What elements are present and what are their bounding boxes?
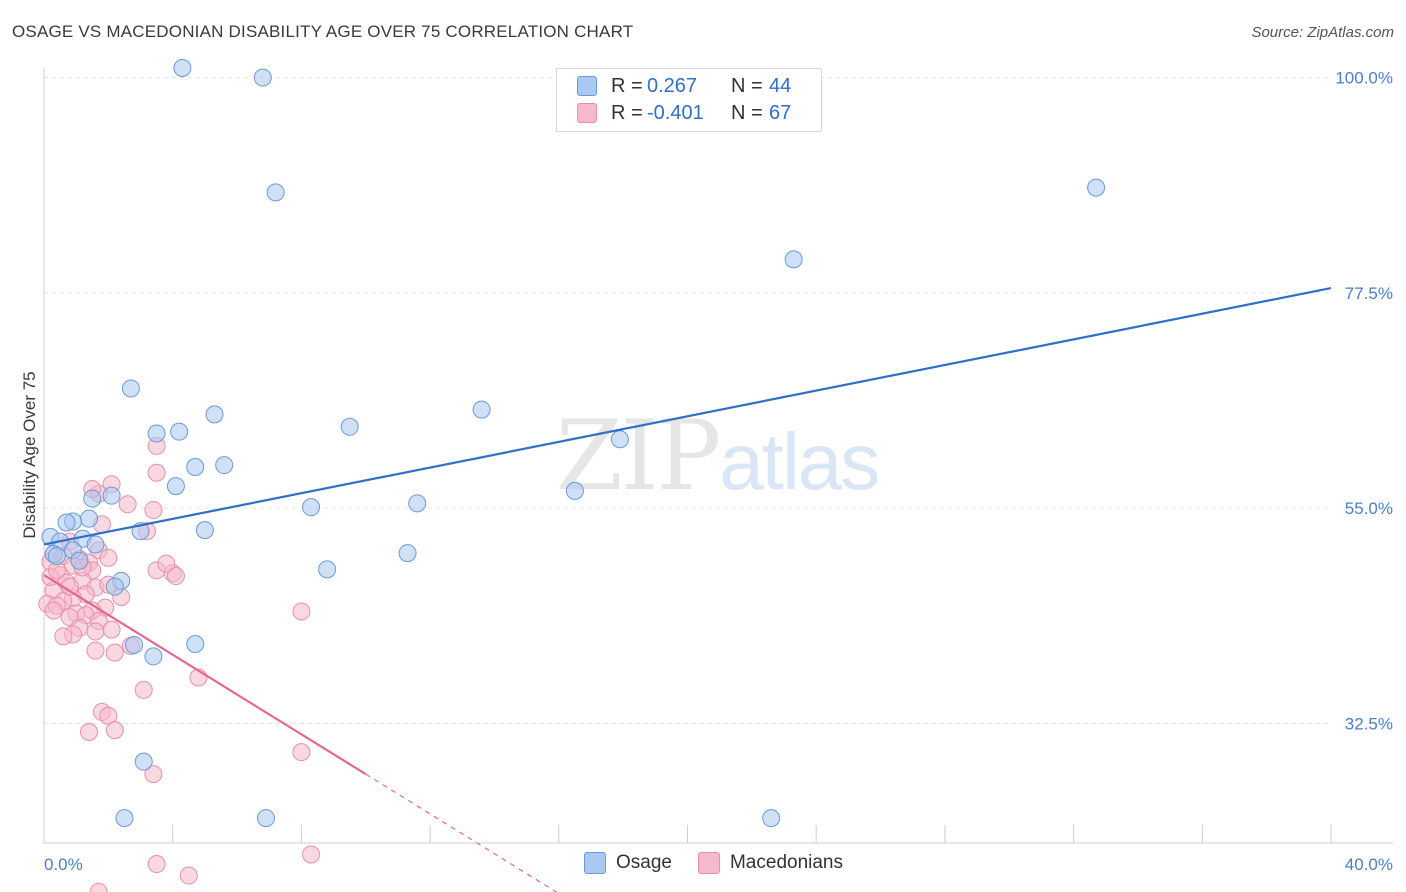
legend-n-label: N =: [731, 74, 763, 97]
osage-point: [408, 494, 427, 513]
macedonians-trend-extension: [365, 773, 558, 892]
osage-point: [1087, 178, 1106, 197]
macedonians-point: [144, 501, 163, 520]
macedonians-point: [166, 567, 185, 586]
legend-r-label: R =: [611, 74, 643, 97]
macedonians-trend-line: [43, 574, 367, 776]
osage-point: [302, 498, 321, 517]
macedonians-point: [86, 622, 105, 641]
macedonians-point: [147, 463, 166, 482]
macedonians-point: [105, 721, 124, 740]
osage-point: [565, 481, 584, 500]
osage-point: [762, 809, 781, 828]
macedonians-point: [80, 723, 99, 742]
osage-point: [173, 59, 192, 77]
osage-point: [102, 486, 121, 505]
source-credit: Source: ZipAtlas.com: [1251, 24, 1394, 41]
macedonians-legend-swatch: [697, 852, 720, 874]
osage-point: [398, 544, 417, 563]
osage-legend-label: Osage: [616, 852, 672, 873]
osage-point: [215, 456, 234, 475]
legend-n-label: N =: [731, 101, 763, 124]
legend-n-value: 44: [769, 74, 792, 97]
macedonians-point: [144, 765, 163, 784]
macedonians-point: [99, 548, 118, 567]
legend-row-osage: R = 0.267 N = 44: [577, 73, 791, 99]
watermark-atlas: atlas: [719, 417, 880, 506]
macedonians-point: [105, 643, 124, 662]
macedonians-point: [292, 602, 311, 621]
osage-point: [195, 521, 214, 540]
osage-point: [47, 546, 66, 565]
macedonians-point: [292, 743, 311, 762]
osage-point: [144, 647, 163, 666]
legend-r-value: 0.267: [647, 74, 698, 97]
osage-point: [784, 250, 803, 269]
macedonians-point: [157, 554, 176, 573]
macedonians-point: [44, 601, 63, 620]
osage-point: [186, 457, 205, 476]
y-tick-label: 77.5%: [1345, 284, 1393, 303]
macedonians-point: [179, 866, 198, 885]
macedonians-point: [302, 845, 321, 864]
osage-point: [115, 809, 134, 828]
macedonians-point: [89, 882, 108, 892]
y-tick-label: 100.0%: [1335, 69, 1393, 88]
correlation-legend: R = 0.267 N = 44 R = -0.401 N = 67: [556, 68, 822, 132]
osage-swatch: [577, 76, 597, 96]
legend-r-value: -0.401: [647, 101, 704, 124]
macedonians-point: [86, 641, 105, 660]
y-tick-label: 55.0%: [1345, 499, 1393, 518]
x-tick-label: 0.0%: [44, 855, 83, 874]
chart-title: OSAGE VS MACEDONIAN DISABILITY AGE OVER …: [12, 22, 634, 41]
legend-row-macedonians: R = -0.401 N = 67: [577, 100, 791, 126]
osage-point: [266, 183, 285, 202]
osage-point: [205, 405, 224, 424]
legend-r-label: R =: [611, 101, 643, 124]
osage-point: [80, 509, 99, 528]
osage-point: [70, 551, 89, 570]
osage-point: [125, 635, 144, 654]
osage-point: [170, 422, 189, 441]
osage-point: [340, 417, 359, 436]
osage-point: [105, 577, 124, 596]
osage-point: [318, 560, 337, 579]
osage-point: [86, 535, 105, 554]
osage-point: [134, 752, 153, 771]
osage-point: [253, 68, 272, 87]
legend-item-macedonians[interactable]: Macedonians: [697, 852, 844, 874]
legend-item-osage[interactable]: Osage: [584, 852, 672, 874]
osage-point: [121, 379, 140, 398]
macedonians-point: [147, 855, 166, 874]
macedonians-point: [118, 495, 137, 514]
osage-point: [472, 400, 491, 419]
osage-point: [610, 430, 629, 449]
osage-point: [83, 489, 102, 508]
osage-trend-line: [43, 286, 1332, 546]
macedonians-point: [134, 680, 153, 699]
macedonians-point: [54, 627, 73, 646]
legend-n-value: 67: [769, 101, 792, 124]
osage-point: [186, 634, 205, 653]
macedonians-legend-label: Macedonians: [729, 852, 844, 873]
y-tick-label: 32.5%: [1345, 714, 1393, 733]
osage-point: [166, 477, 185, 496]
osage-point: [147, 424, 166, 443]
osage-legend-swatch: [584, 852, 606, 874]
osage-point: [257, 809, 276, 828]
macedonians-swatch: [577, 103, 597, 123]
series-legend: Osage Macedonians: [584, 852, 869, 874]
y-axis-label: Disability Age Over 75: [20, 371, 39, 539]
x-tick-label: 40.0%: [1345, 855, 1393, 874]
macedonians-point: [102, 620, 121, 639]
osage-point: [57, 513, 76, 532]
